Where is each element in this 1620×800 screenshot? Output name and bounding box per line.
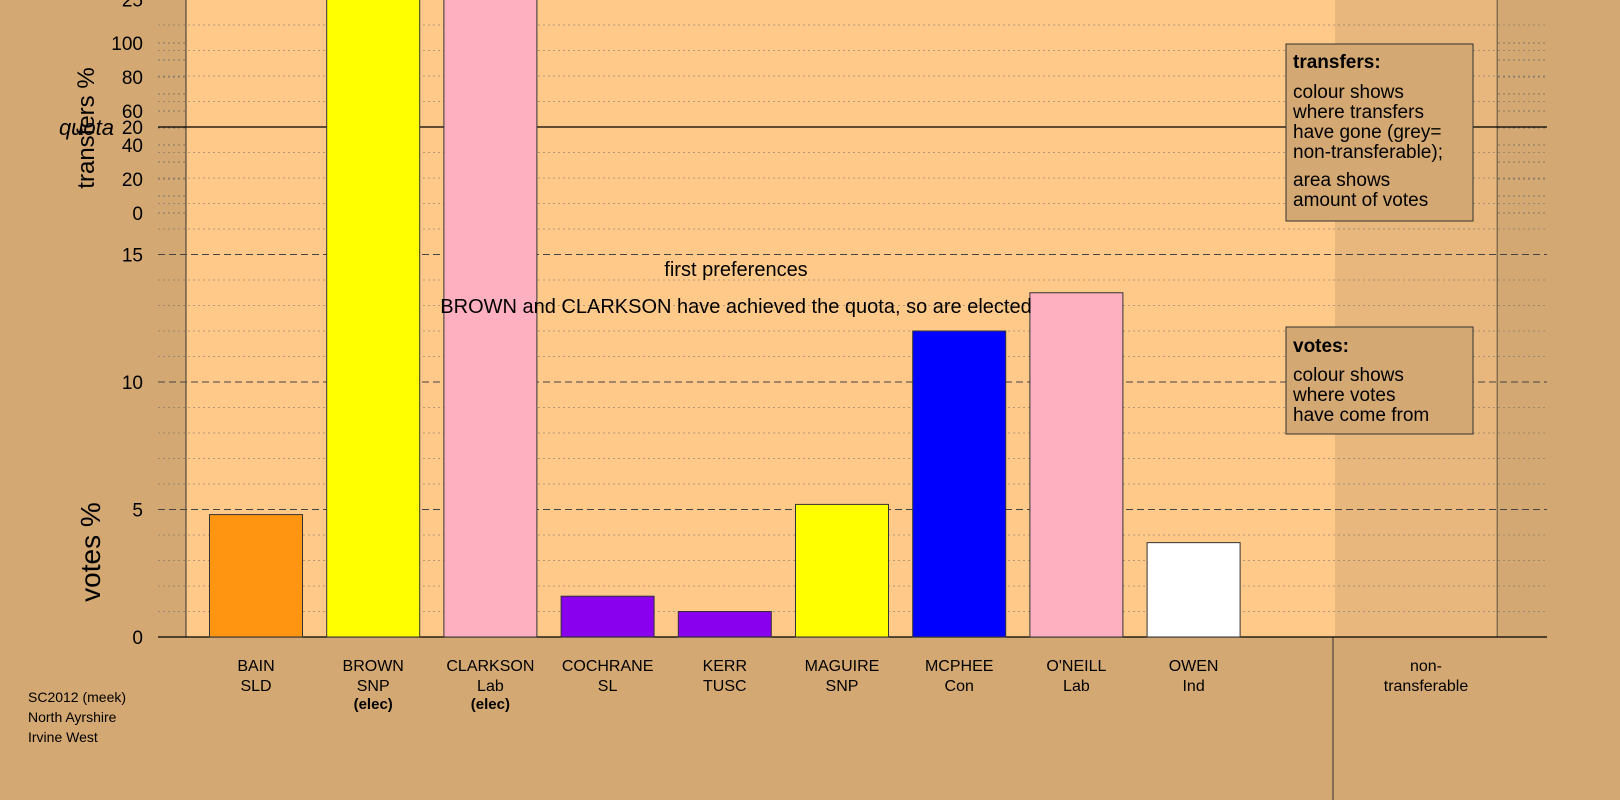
candidate-name-label: KERR [703, 658, 747, 675]
transfers-legend-line: non-transferable); [1293, 142, 1443, 163]
candidate-party-label: Lab [1063, 678, 1090, 695]
transfers-y-tick-label: 20 [122, 170, 143, 191]
votes-y-axis-label: votes % [75, 502, 106, 602]
candidate-name-label: BAIN [237, 658, 274, 675]
candidate-name-label: MAGUIRE [805, 658, 880, 675]
footer-council: North Ayrshire [28, 709, 117, 725]
votes-chart: 051015202530quotavotes %BAINSLDBROWNSNP(… [59, 0, 1547, 713]
candidate-name-label: MCPHEE [925, 658, 993, 675]
votes-y-tick-label: 15 [122, 246, 143, 267]
candidate-party-label: TUSC [703, 678, 747, 695]
candidate-party-label: Lab [477, 678, 504, 695]
transfers-y-tick-label: 100 [111, 34, 143, 55]
transfers-legend-line: where transfers [1292, 102, 1424, 123]
votes-legend-heading: votes: [1293, 336, 1349, 357]
non-transferable-label: non- [1410, 658, 1442, 675]
candidate-name-label: COCHRANE [562, 658, 654, 675]
chart-subtitle: BROWN and CLARKSON have achieved the quo… [440, 296, 1031, 318]
votes-legend-line: colour shows [1293, 365, 1404, 386]
candidate-name-label: O'NEILL [1046, 658, 1106, 675]
transfers-y-tick-label: 80 [122, 68, 143, 89]
stage-label: first preferences [664, 259, 807, 281]
transfers-legend-line: area shows [1293, 170, 1390, 191]
candidate-name-label: CLARKSON [446, 658, 534, 675]
candidate-party-label: SNP [357, 678, 390, 695]
candidate-name-label: BROWN [343, 658, 404, 675]
transfers-y-tick-label: 60 [122, 102, 143, 123]
candidate-party-label: SLD [240, 678, 271, 695]
transfers-legend-line: colour shows [1293, 82, 1404, 103]
footer-election: SC2012 (meek) [28, 689, 126, 705]
bar-bain [209, 514, 303, 638]
transfers-legend-heading: transfers: [1293, 52, 1381, 73]
votes-y-tick-label: 25 [122, 0, 143, 12]
quota-label: quota [59, 115, 114, 140]
transfers-legend-line: have gone (grey= [1293, 122, 1441, 143]
bar-maguire [795, 503, 889, 638]
transfers-y-tick-label: 0 [132, 204, 143, 225]
candidate-elected-label: (elec) [354, 696, 393, 713]
votes-y-tick-label: 10 [122, 373, 143, 394]
votes-y-tick-label: 20 [122, 118, 143, 139]
bar-kerr [677, 611, 772, 638]
bar-brown [326, 0, 421, 638]
votes-legend-line: have come from [1293, 405, 1429, 426]
votes-legend-box: votes: colour shows where votes have com… [1285, 326, 1474, 435]
bar-clarkson [443, 0, 538, 638]
candidate-elected-label: (elec) [471, 696, 510, 713]
non-transferable-label: transferable [1384, 678, 1469, 695]
transfers-y-tick-label: 40 [122, 136, 143, 157]
votes-y-tick-label: 5 [132, 501, 143, 522]
bar-owen [1146, 542, 1241, 638]
bar-mcphee [912, 330, 1007, 638]
candidate-party-label: SL [598, 678, 618, 695]
candidate-party-label: Ind [1182, 678, 1204, 695]
transfers-legend-box: transfers: colour shows where transfers … [1285, 43, 1474, 222]
votes-y-tick-label: 0 [132, 628, 143, 649]
bar-cochrane [560, 595, 655, 638]
candidate-name-label: OWEN [1169, 658, 1219, 675]
candidate-party-label: Con [945, 678, 974, 695]
transfers-legend-line: amount of votes [1293, 190, 1428, 211]
votes-legend-line: where votes [1292, 385, 1395, 406]
candidate-party-label: SNP [826, 678, 859, 695]
footer-ward: Irvine West [28, 729, 98, 745]
transfers-y-axis-label: transfers % [73, 67, 100, 188]
bar-oneill [1029, 292, 1124, 638]
